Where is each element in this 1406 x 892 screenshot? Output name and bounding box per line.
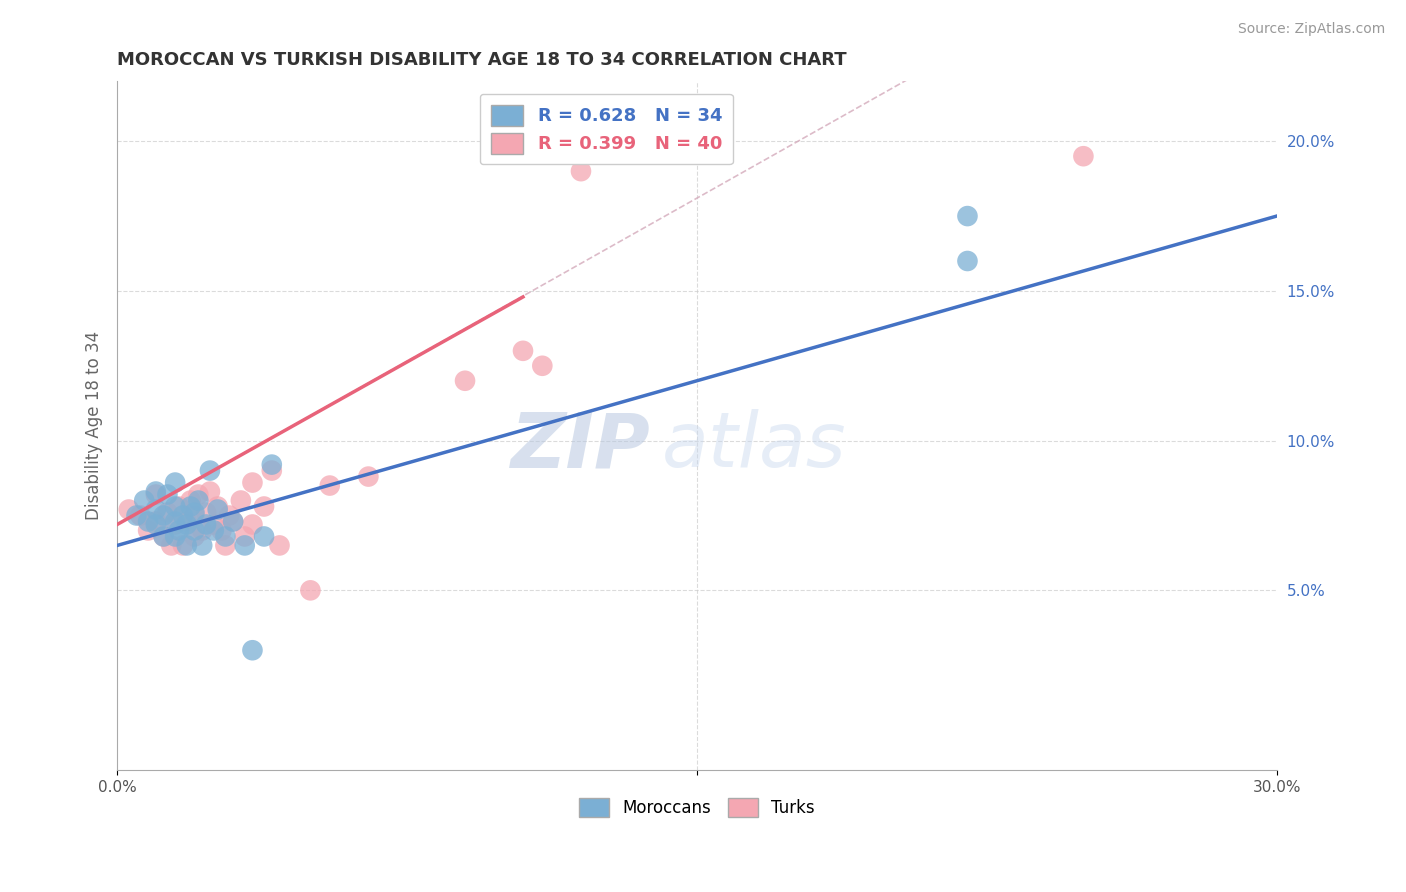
Point [195,506,218,520]
Point [183,506,205,520]
Point [260,458,283,472]
Point [165,475,187,490]
Point [165,529,187,543]
Point [202,517,225,532]
Point [242,475,264,490]
Point [222,515,245,529]
Point [167,500,190,514]
Point [165,515,187,529]
Point [183,508,205,523]
Point [160,538,183,552]
Point [176,515,198,529]
Point [207,502,229,516]
Point [152,529,174,543]
Point [319,478,342,492]
Point [145,515,167,529]
Point [125,508,148,523]
Point [956,254,979,268]
Point [187,493,209,508]
Point [242,517,264,532]
Point [299,583,322,598]
Point [531,359,554,373]
Point [183,524,205,538]
Point [183,529,205,543]
Point [176,538,198,552]
Point [512,343,534,358]
Point [176,517,198,532]
Point [136,515,159,529]
Text: MOROCCAN VS TURKISH DISABILITY AGE 18 TO 34 CORRELATION CHART: MOROCCAN VS TURKISH DISABILITY AGE 18 TO… [117,51,846,69]
Point [180,493,202,508]
Point [198,464,221,478]
Point [214,529,236,543]
Point [253,529,276,543]
Point [269,538,291,552]
Point [145,517,167,532]
Point [233,538,256,552]
Point [207,500,229,514]
Point [1073,149,1095,163]
Y-axis label: Disability Age 18 to 34: Disability Age 18 to 34 [86,331,103,520]
Point [229,493,252,508]
Text: Source: ZipAtlas.com: Source: ZipAtlas.com [1237,22,1385,37]
Point [118,502,141,516]
Point [165,500,187,514]
Point [222,515,245,529]
Point [156,506,179,520]
Point [152,508,174,523]
Point [242,643,264,657]
Point [191,524,214,538]
Point [195,517,218,532]
Legend: Moroccans, Turks: Moroccans, Turks [572,791,821,823]
Point [454,374,477,388]
Text: ZIP: ZIP [510,409,651,483]
Point [136,524,159,538]
Text: atlas: atlas [662,409,846,483]
Point [253,500,276,514]
Point [156,487,179,501]
Point [129,508,152,523]
Point [145,502,167,516]
Point [956,209,979,223]
Point [172,508,194,523]
Point [191,538,214,552]
Point [211,524,233,538]
Point [165,517,187,532]
Point [233,529,256,543]
Point [145,487,167,501]
Point [180,500,202,514]
Point [187,487,209,501]
Point [145,484,167,499]
Point [357,469,380,483]
Point [167,524,190,538]
Point [260,464,283,478]
Point [214,538,236,552]
Point [134,493,156,508]
Point [152,529,174,543]
Point [172,538,194,552]
Point [218,508,240,523]
Point [569,164,592,178]
Point [202,524,225,538]
Point [198,484,221,499]
